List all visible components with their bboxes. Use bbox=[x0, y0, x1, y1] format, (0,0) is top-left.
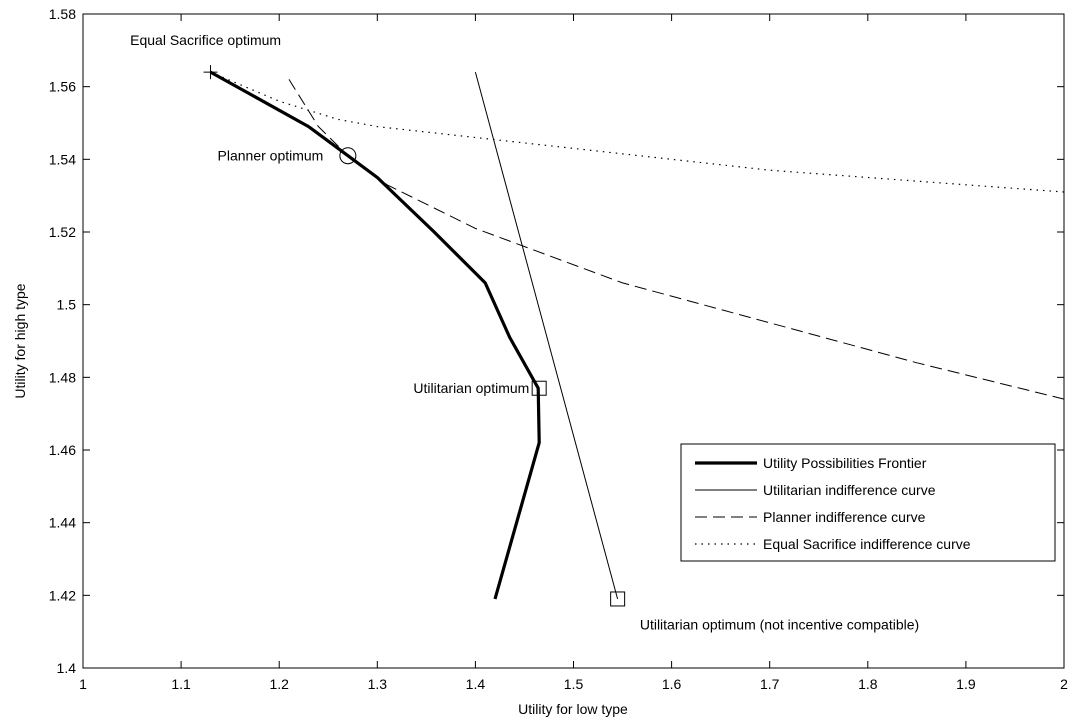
annotation-layer: Equal Sacrifice optimum Planner optimum Ut… bbox=[130, 32, 919, 632]
x-tick-label: 1.7 bbox=[760, 676, 780, 692]
y-tick-label: 1.52 bbox=[49, 224, 76, 240]
planner-optimum-marker bbox=[339, 147, 357, 165]
utilitarian-optimum-marker bbox=[531, 380, 547, 396]
y-tick-label: 1.58 bbox=[49, 6, 76, 22]
series-layer bbox=[209, 70, 1065, 600]
x-tick-label: 1.3 bbox=[368, 676, 388, 692]
legend-label-utilitarian: Utilitarian indifference curve bbox=[763, 482, 936, 498]
series-line-equal-sacrifice-indifference-curve bbox=[210, 71, 1065, 193]
y-tick-label: 1.4 bbox=[57, 660, 77, 676]
tick-layer: 1 1.1 1.2 1.3 1.4 1.5 1.6 1.7 1.8 1.9 2 1.4 1.42 1.44… bbox=[49, 6, 1068, 692]
legend: Utility Possibilities Frontier Utilitari… bbox=[680, 443, 1056, 562]
y-tick-label: 1.54 bbox=[49, 151, 76, 167]
y-tick-label: 1.48 bbox=[49, 369, 76, 385]
utilitarian-optimum-label: Utilitarian optimum bbox=[413, 380, 529, 396]
y-tick-label: 1.46 bbox=[49, 442, 76, 458]
x-tick-label: 1.4 bbox=[466, 676, 486, 692]
x-tick-label: 2 bbox=[1060, 676, 1068, 692]
utilitarian-optimum-not-ic-label: Utilitarian optimum (not incentive compa… bbox=[640, 616, 919, 632]
equal-sacrifice-optimum-marker bbox=[203, 65, 218, 80]
equal-sacrifice-optimum-label: Equal Sacrifice optimum bbox=[130, 32, 281, 48]
y-tick-label: 1.56 bbox=[49, 79, 76, 95]
y-tick-label: 1.5 bbox=[57, 297, 77, 313]
series-line-utilitarian-indifference-curve bbox=[474, 71, 619, 600]
x-tick-label: 1.1 bbox=[171, 676, 191, 692]
x-tick-label: 1 bbox=[79, 676, 87, 692]
legend-label-frontier: Utility Possibilities Frontier bbox=[763, 455, 927, 471]
y-tick-label: 1.42 bbox=[49, 587, 76, 603]
x-tick-label: 1.6 bbox=[662, 676, 682, 692]
y-tick-label: 1.44 bbox=[49, 515, 76, 531]
x-tick-label: 1.2 bbox=[269, 676, 289, 692]
utilitarian-optimum-not-ic-marker bbox=[610, 591, 626, 607]
series-line-planner-indifference-curve bbox=[288, 79, 1065, 400]
planner-optimum-label: Planner optimum bbox=[218, 148, 324, 164]
marker-layer bbox=[203, 65, 626, 607]
plot-area-background bbox=[83, 14, 1064, 668]
x-axis-label: Utility for low type bbox=[518, 701, 628, 717]
series-line-utility-possibilities-frontier bbox=[209, 70, 541, 600]
x-tick-label: 1.8 bbox=[858, 676, 878, 692]
legend-label-planner: Planner indifference curve bbox=[763, 509, 926, 525]
x-tick-label: 1.9 bbox=[956, 676, 976, 692]
x-tick-label: 1.5 bbox=[564, 676, 584, 692]
y-axis-label: Utility for high type bbox=[12, 283, 28, 398]
legend-label-equal-sacrifice: Equal Sacrifice indifference curve bbox=[763, 536, 971, 552]
